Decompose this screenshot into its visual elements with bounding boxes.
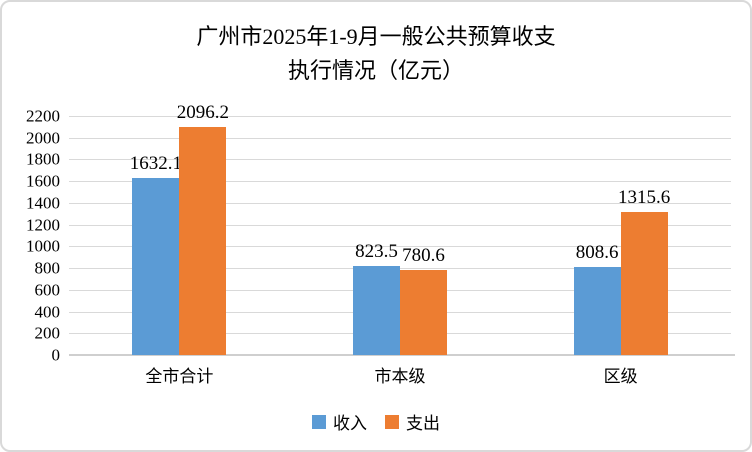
data-label-支出-市本级: 780.6 — [402, 245, 445, 267]
data-label-收入-全市合计: 1632.1 — [129, 152, 182, 174]
y-axis-tick-label: 2200 — [26, 106, 60, 126]
y-axis-tick-label: 0 — [51, 345, 61, 365]
y-axis-tick-label: 2000 — [26, 128, 60, 148]
x-axis-category-label: 全市合计 — [145, 367, 214, 386]
gridline — [69, 268, 731, 270]
legend-item-expense: 支出 — [385, 409, 440, 434]
bar-支出-区级 — [620, 212, 668, 355]
x-axis-category-label: 市本级 — [374, 367, 426, 386]
chart-title-line2: 执行情况（亿元） — [287, 58, 464, 83]
y-axis-tick-label: 1000 — [26, 236, 60, 256]
x-axis-line — [69, 354, 735, 356]
y-axis-tick-label: 800 — [34, 258, 61, 278]
data-label-支出-全市合计: 2096.2 — [176, 102, 229, 124]
chart-title: 广州市2025年1-9月一般公共预算收支 执行情况（亿元） — [2, 20, 750, 88]
y-axis-tick-label: 400 — [34, 302, 61, 322]
gridline — [69, 159, 731, 161]
x-axis-category-label: 区级 — [603, 367, 638, 386]
bar-收入-全市合计 — [132, 177, 180, 355]
bar-收入-市本级 — [353, 265, 400, 355]
chart-legend: 收入 支出 — [2, 409, 750, 434]
legend-label-income: 收入 — [333, 414, 367, 433]
y-axis-tick-label: 600 — [34, 280, 61, 300]
gridline — [69, 116, 731, 117]
expense-swatch-icon — [385, 414, 399, 429]
gridline — [69, 224, 731, 226]
gridline — [69, 137, 731, 139]
gridline — [69, 202, 731, 204]
gridline — [69, 246, 731, 248]
data-label-收入-市本级: 823.5 — [355, 240, 398, 262]
legend-label-expense: 支出 — [406, 414, 440, 433]
bar-支出-市本级 — [400, 270, 447, 355]
legend-item-income: 收入 — [312, 409, 367, 434]
data-label-收入-区级: 808.6 — [575, 242, 619, 264]
y-axis-tick-label: 1200 — [26, 215, 60, 235]
data-label-支出-区级: 1315.6 — [618, 187, 671, 209]
gridline — [69, 181, 731, 183]
income-swatch-icon — [312, 414, 326, 429]
bar-收入-区级 — [573, 267, 621, 355]
y-axis-tick-label: 1800 — [26, 149, 60, 169]
y-axis-tick-label: 1600 — [26, 171, 60, 191]
chart-title-line1: 广州市2025年1-9月一般公共预算收支 — [196, 24, 556, 49]
y-axis-tick-label: 200 — [34, 323, 61, 343]
bar-支出-全市合计 — [179, 127, 227, 355]
y-axis-tick-label: 1400 — [26, 193, 60, 213]
